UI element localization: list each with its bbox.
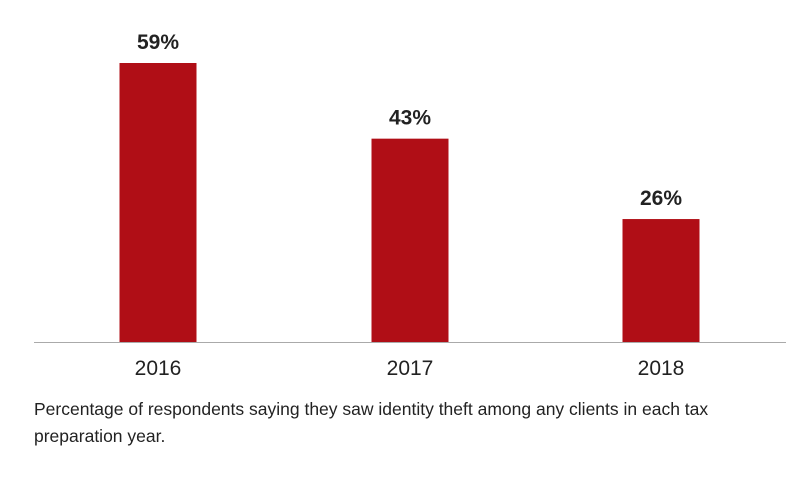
chart-caption: Percentage of respondents saying they sa… <box>34 399 709 446</box>
x-tick-label-2016: 2016 <box>135 357 182 380</box>
x-tick-label-2018: 2018 <box>638 357 685 380</box>
bar-chart: 59% 43% 26% 2016 2017 2018 <box>34 31 786 380</box>
x-tick-label-2017: 2017 <box>387 357 434 380</box>
value-label-2017: 43% <box>389 107 431 130</box>
bar-2018 <box>622 219 700 342</box>
value-labels-group: 59% 43% 26% <box>137 31 682 210</box>
bar-2017 <box>371 138 449 342</box>
chart-canvas: 59% 43% 26% 2016 2017 2018 <box>34 31 786 380</box>
value-label-2018: 26% <box>640 187 682 210</box>
value-label-2016: 59% <box>137 31 179 54</box>
bar-2016 <box>119 63 197 342</box>
bars-group <box>119 63 700 342</box>
x-tick-labels-group: 2016 2017 2018 <box>135 357 685 380</box>
